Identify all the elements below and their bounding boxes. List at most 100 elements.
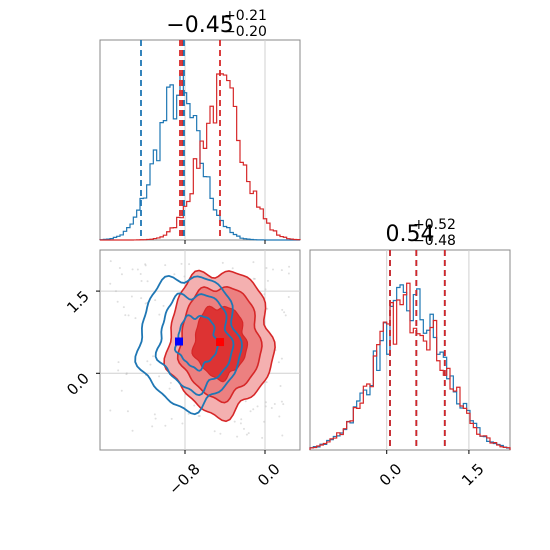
scatter-dot (277, 361, 280, 364)
scatter-dot (151, 425, 154, 428)
scatter-dot (146, 280, 149, 283)
scatter-dot (168, 387, 171, 390)
scatter-dot (109, 260, 112, 263)
scatter-dot (120, 273, 123, 276)
scatter-dot (164, 424, 167, 427)
scatter-dot (164, 264, 167, 267)
scatter-dot (169, 381, 172, 384)
scatter-dot (130, 295, 133, 298)
p2d-ytick-label-1: 0.0 (63, 369, 93, 399)
scatter-dot (139, 273, 142, 276)
hist1-series-red (309, 282, 511, 450)
scatter-dot (231, 267, 234, 270)
titles: −0.45 +0.21 −0.20 0.54 +0.52 −0.48 (166, 8, 456, 249)
scatter-dot (140, 297, 143, 300)
scatter-dot (264, 405, 267, 408)
p2d-xtick-label-1: 0.0 (254, 460, 284, 490)
scatter-dot (266, 307, 269, 310)
p2d-xtick-label-0: −0.8 (165, 460, 203, 498)
scatter-dot (263, 420, 266, 423)
scatter-dot (221, 261, 224, 264)
scatter-dot (120, 389, 123, 392)
scatter-dot (183, 275, 186, 278)
scatter-dot (116, 300, 119, 303)
scatter-dot (154, 299, 157, 302)
scatter-dot (249, 410, 252, 413)
scatter-dot (242, 427, 245, 430)
scatter-dot (280, 357, 283, 360)
scatter-dot (213, 430, 216, 433)
title-0-median: −0.45 (166, 13, 233, 38)
scatter-dot (140, 280, 143, 283)
scatter-dot (180, 262, 183, 265)
scatter-dot (117, 361, 120, 364)
panel-hist-0-frame (99, 39, 301, 241)
title-1-plus: +0.52 (413, 217, 456, 233)
hist0-series-red (100, 73, 301, 241)
scatter-dot (170, 417, 173, 420)
hist1-content (309, 250, 511, 450)
scatter-dot (197, 415, 200, 418)
scatter-dot (256, 405, 259, 408)
scatter-dot (265, 381, 268, 384)
scatter-dot (284, 314, 287, 317)
scatter-dot (109, 282, 112, 285)
scatter-dot (264, 288, 267, 291)
scatter-dot (162, 304, 165, 307)
title-param-0: −0.45 (166, 13, 233, 38)
panel-hist-1 (309, 249, 511, 451)
scatter-dot (188, 263, 191, 266)
title-param-1: 0.54 (386, 222, 435, 247)
scatter-dot (265, 266, 268, 269)
hist0-series-blue (99, 73, 300, 241)
scatter-dot (181, 422, 184, 425)
scatter-dot (219, 432, 222, 435)
scatter-dot (125, 373, 128, 376)
scatter-dot (124, 314, 127, 317)
scatter-dot (236, 435, 239, 438)
scatter-dot (280, 400, 283, 403)
blue-contour-mid (154, 292, 235, 397)
panel-hist-1-frame (309, 249, 511, 451)
p2d-content (109, 260, 291, 439)
scatter-dot (134, 317, 137, 320)
title-1-minus: −0.48 (413, 233, 456, 249)
scatter-dot (287, 295, 290, 298)
scatter-dot (247, 432, 250, 435)
red-marker (216, 338, 224, 347)
scatter-dot (158, 375, 161, 378)
scatter-dot (146, 360, 149, 363)
scatter-dot (281, 434, 284, 437)
scatter-dot (252, 408, 255, 411)
blue-marker (175, 337, 183, 346)
scatter-dot (114, 290, 117, 293)
scatter-dot (187, 412, 190, 415)
scatter-dot (233, 420, 236, 423)
scatter-dot (131, 429, 134, 432)
scatter-dot (118, 266, 121, 269)
scatter-dot (144, 263, 147, 266)
hist1-xtick-label-0: 0.0 (376, 460, 406, 490)
scatter-dot (278, 415, 281, 418)
scatter-dot (136, 268, 139, 271)
scatter-dot (283, 311, 286, 314)
scatter-dot (245, 433, 248, 436)
scatter-dot (158, 313, 161, 316)
scatter-dot (127, 314, 130, 317)
scatter-dot (282, 403, 285, 406)
panel-2d (99, 249, 301, 451)
scatter-dot (261, 436, 264, 439)
scatter-dot (173, 273, 176, 276)
scatter-dot (144, 302, 147, 305)
title-0-minus: −0.20 (224, 24, 267, 40)
hist0-grid (184, 40, 266, 240)
scatter-dot (239, 422, 242, 425)
scatter-dot (240, 418, 243, 421)
scatter-dot (152, 355, 155, 358)
scatter-dot (153, 413, 156, 416)
scatter-dot (117, 369, 120, 372)
scatter-dot (280, 269, 283, 272)
scatter-dot (287, 272, 290, 275)
ticks: −0.8 0.0 1.5 0.0 0.0 1.5 (63, 240, 488, 499)
